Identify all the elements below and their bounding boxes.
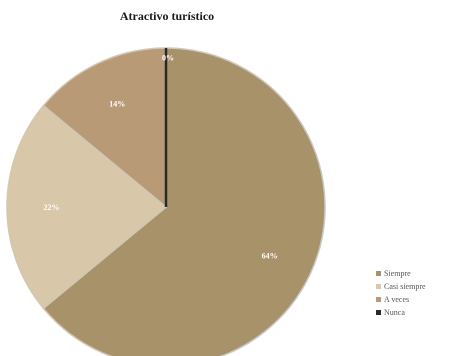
legend-item-siempre: Siempre: [376, 267, 426, 280]
pie-slice-siempre: [42, 47, 326, 356]
legend-swatch: [376, 271, 381, 276]
legend-swatch: [376, 310, 381, 315]
chart-legend: Siempre Casi siempre A veces Nunca: [376, 267, 426, 319]
legend-item-casi-siempre: Casi siempre: [376, 280, 426, 293]
legend-item-a-veces: A veces: [376, 293, 426, 306]
data-label-a-veces: 14%: [109, 99, 125, 108]
legend-label: A veces: [384, 295, 410, 304]
pie-slice-a-veces: [42, 47, 167, 209]
legend-label: Nunca: [384, 308, 405, 317]
data-label-nunca: 0%: [162, 54, 174, 63]
legend-swatch: [376, 297, 381, 302]
legend-label: Casi siempre: [384, 282, 426, 291]
pie-slice-casi-siempre: [6, 104, 168, 310]
legend-item-nunca: Nunca: [376, 306, 426, 319]
legend-swatch: [376, 284, 381, 289]
legend-label: Siempre: [384, 269, 411, 278]
data-label-siempre: 64%: [262, 252, 278, 261]
data-label-casi-siempre: 22%: [44, 203, 60, 212]
chart-title: Atractivo turístico: [119, 9, 215, 23]
